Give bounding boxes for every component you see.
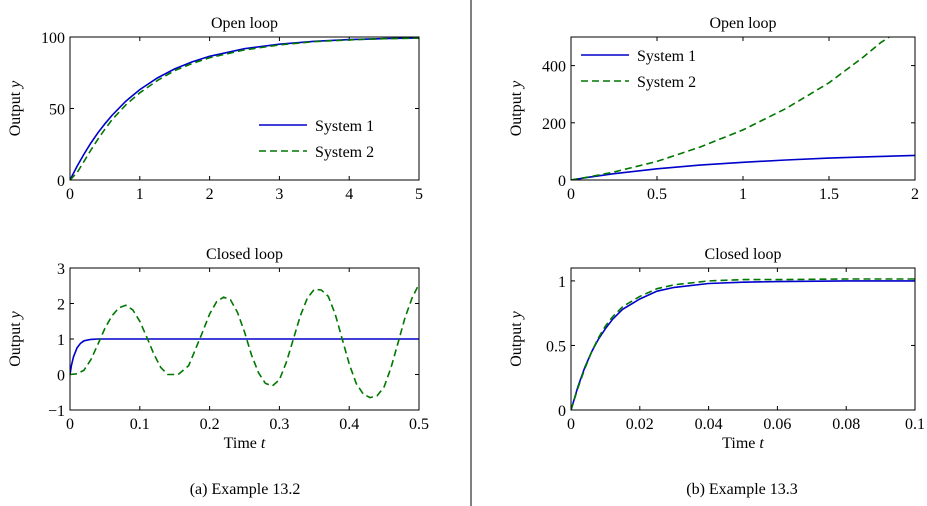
y-axis-label: Output y [7, 310, 24, 366]
x-tick-label: 0 [567, 416, 575, 433]
y-tick-label: 1 [57, 332, 65, 349]
x-tick-label: 0.1 [905, 416, 925, 433]
y-axis-label: Output y [508, 310, 525, 366]
x-tick-label: 0 [66, 186, 74, 203]
plot-frame [69, 267, 420, 411]
y-axis-label: Output y [508, 80, 525, 136]
x-tick-label: 0.2 [200, 416, 220, 433]
plot-frame [570, 267, 916, 411]
y-tick-label: 200 [542, 116, 566, 133]
y-tick-label: 50 [49, 102, 65, 119]
y-tick-label: 3 [57, 261, 65, 278]
plot-frame [69, 36, 420, 181]
x-tick-label: 4 [345, 186, 353, 203]
y-tick-label: −1 [48, 403, 65, 420]
chart-title: Closed loop [705, 246, 782, 263]
x-tick-label: 0 [567, 186, 575, 203]
plot-frame [570, 36, 916, 181]
chart-title: Open loop [211, 15, 278, 32]
x-tick-label: 1.5 [819, 186, 839, 203]
series-line-system-2 [70, 283, 419, 399]
x-tick-label: 0.04 [695, 416, 723, 433]
series-line-system-1 [70, 338, 419, 375]
x-axis-label: Time t [224, 435, 266, 452]
y-tick-label: 0 [558, 173, 566, 190]
series-line-system-2 [571, 278, 915, 410]
x-tick-label: 5 [415, 186, 423, 203]
legend-label: System 2 [315, 144, 374, 161]
x-tick-label: 0.3 [269, 416, 289, 433]
x-tick-label: 0.5 [409, 416, 429, 433]
x-tick-label: 0.08 [832, 416, 860, 433]
series-line-system-1 [571, 280, 915, 410]
x-tick-label: 0.06 [763, 416, 791, 433]
legend-label: System 1 [315, 118, 374, 135]
chart-b_closed: Closed loop 0 0.02 0.04 0.06 0.08 0.1 0 0.5 1 Outp… [508, 246, 925, 452]
series-line-system-2 [70, 37, 419, 180]
x-tick-label: 1 [739, 186, 747, 203]
x-axis-label: Time t [722, 435, 764, 452]
series-line-system-2 [571, 37, 890, 180]
x-tick-label: 1 [136, 186, 144, 203]
y-tick-label: 400 [542, 59, 566, 76]
legend-label: System 1 [637, 48, 696, 65]
x-tick-label: 0 [66, 416, 74, 433]
x-tick-label: 0.1 [130, 416, 150, 433]
y-tick-label: 1 [558, 274, 566, 291]
chart-title: Open loop [709, 15, 776, 32]
x-tick-label: 2 [911, 186, 919, 203]
y-tick-label: 0 [558, 403, 566, 420]
chart-title: Closed loop [206, 246, 283, 263]
y-axis-label: Output y [7, 80, 24, 136]
y-tick-label: 2 [57, 297, 65, 314]
legend-label: System 2 [637, 74, 696, 91]
y-tick-label: 0 [57, 368, 65, 385]
caption-b: (b) Example 13.3 [686, 481, 798, 498]
x-tick-label: 0.4 [339, 416, 359, 433]
x-tick-label: 0.02 [626, 416, 654, 433]
y-tick-label: 100 [41, 30, 65, 47]
chart-b_open: Open loop 0 0.5 1 1.5 2 0 200 400 Output y System … [508, 15, 919, 203]
caption-a: (a) Example 13.2 [190, 481, 301, 498]
series-line-system-1 [571, 154, 915, 180]
y-tick-label: 0 [57, 173, 65, 190]
x-tick-label: 2 [206, 186, 214, 203]
x-tick-label: 0.5 [647, 186, 667, 203]
x-tick-label: 3 [275, 186, 283, 203]
y-tick-label: 0.5 [546, 338, 566, 355]
